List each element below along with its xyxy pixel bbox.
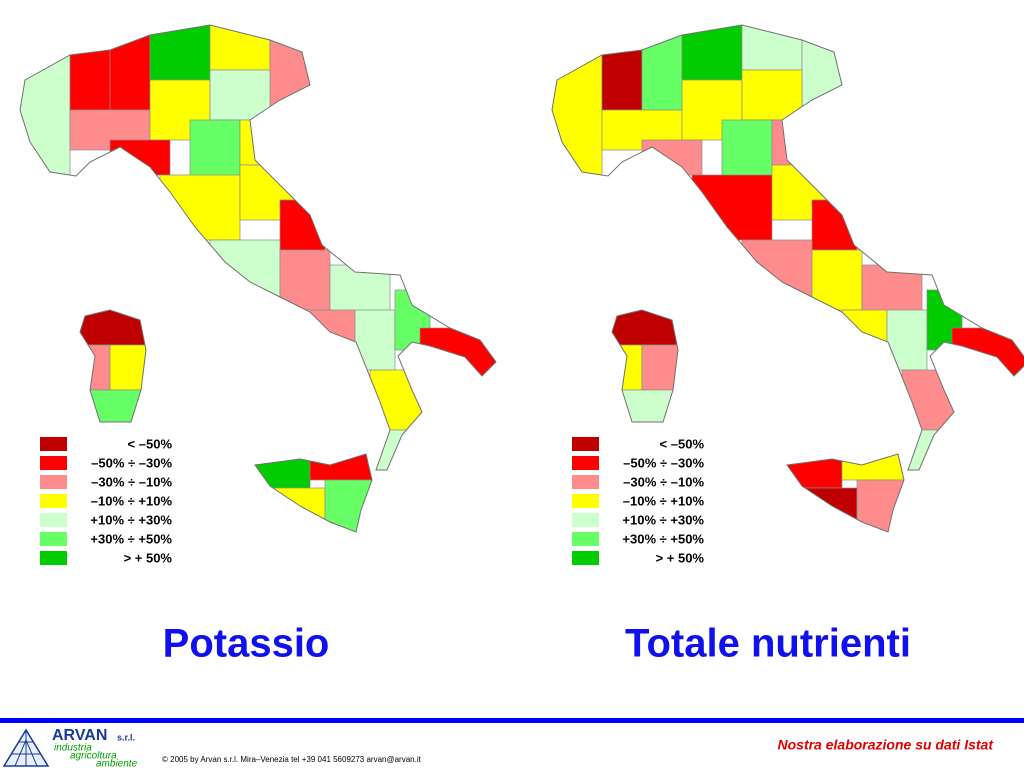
province [239, 119, 281, 166]
province [691, 174, 773, 241]
logo: ARVAN s.r.l. industria agricoltura ambie… [2, 727, 138, 768]
province [69, 49, 111, 111]
province [601, 344, 643, 391]
legend-swatch [572, 494, 599, 508]
province [269, 34, 321, 111]
source-note: Nostra elaborazione su dati Istat [778, 737, 995, 753]
legend-swatch [40, 513, 67, 527]
legend-swatch [40, 456, 67, 470]
province [886, 309, 928, 371]
legend-swatch [572, 513, 599, 527]
tagline: ambiente [96, 759, 138, 768]
province [69, 344, 111, 391]
legend-swatch [40, 475, 67, 489]
province [601, 389, 683, 431]
province [901, 429, 953, 481]
coastline [611, 309, 679, 423]
map-title: Totale nutrienti [625, 622, 911, 666]
province [309, 309, 356, 346]
tagline: industria [54, 743, 92, 754]
legend-swatch [572, 456, 599, 470]
map [19, 24, 497, 533]
legend-label: +30% ÷ +50% [90, 531, 172, 546]
copyright: © 2005 by Arvan s.r.l. Mira–Venezia tel … [162, 755, 422, 764]
province [601, 49, 643, 111]
legend-label: –50% ÷ –30% [623, 455, 704, 470]
coastline [254, 453, 373, 533]
legend-label: +10% ÷ +30% [622, 512, 704, 527]
legend-swatch [572, 475, 599, 489]
coastline [551, 24, 1024, 471]
map-regions [20, 25, 496, 532]
legend-swatch [572, 437, 599, 451]
province [801, 34, 853, 111]
legend-swatch [40, 532, 67, 546]
province [641, 139, 703, 176]
province [369, 429, 421, 481]
tagline: agricoltura [70, 751, 117, 762]
province [20, 49, 71, 181]
province [741, 25, 803, 71]
company-suffix: s.r.l. [117, 732, 135, 742]
province [841, 309, 888, 346]
legend-label: –10% ÷ +10% [91, 493, 173, 508]
legend-label: –10% ÷ +10% [623, 493, 705, 508]
map-title: Potassio [163, 622, 330, 666]
coastline [19, 24, 497, 471]
legend-label: < –50% [660, 436, 705, 451]
legend-label: –30% ÷ –10% [91, 474, 172, 489]
legend-label: –30% ÷ –10% [623, 474, 704, 489]
footer-rule [0, 718, 1024, 723]
legend-swatch [40, 551, 67, 565]
coastline [79, 309, 147, 423]
legend-label: > + 50% [656, 550, 705, 565]
province [209, 239, 281, 301]
legend-label: +30% ÷ +50% [622, 531, 704, 546]
map [551, 24, 1024, 533]
legend-swatch [40, 437, 67, 451]
province [552, 49, 603, 181]
province [249, 449, 311, 489]
province [741, 69, 803, 121]
province [189, 119, 241, 181]
province [149, 25, 211, 81]
legend-swatch [572, 551, 599, 565]
map-regions [552, 25, 1024, 532]
province [781, 449, 843, 489]
province [856, 479, 908, 532]
company-name: ARVAN [52, 727, 107, 744]
province [69, 389, 151, 431]
province [771, 119, 813, 166]
province [741, 239, 813, 301]
province [159, 174, 241, 241]
province [721, 119, 773, 181]
legend-label: < –50% [128, 436, 173, 451]
province [354, 309, 396, 371]
legend-swatch [572, 532, 599, 546]
legend-label: > + 50% [124, 550, 173, 565]
legend-label: +10% ÷ +30% [90, 512, 172, 527]
province [209, 69, 271, 121]
province [209, 25, 271, 71]
province [109, 139, 171, 176]
province [324, 479, 376, 532]
legend-label: –50% ÷ –30% [91, 455, 172, 470]
legend-swatch [40, 494, 67, 508]
province [681, 25, 743, 81]
coastline [786, 453, 905, 533]
